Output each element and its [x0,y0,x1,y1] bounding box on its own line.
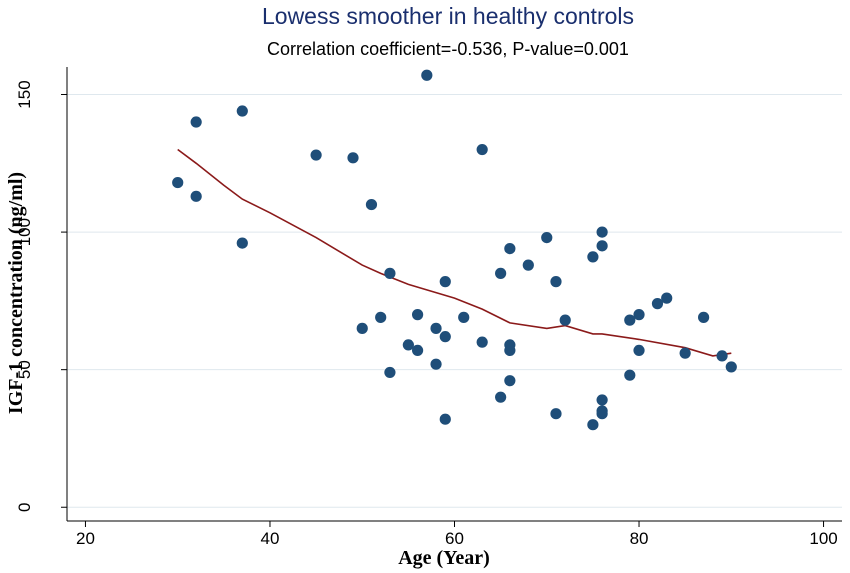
x-tick-label: 40 [261,529,280,548]
y-tick-label: 150 [15,80,34,108]
data-point [633,309,645,321]
x-tick-label: 80 [630,529,649,548]
data-point [439,413,451,425]
data-point [356,322,368,334]
lowess-smoother [177,148,732,357]
data-point [495,267,507,279]
data-point [725,361,737,373]
data-point [365,198,378,211]
x-axis-label: Age (Year) [398,547,490,569]
data-point [624,314,636,326]
data-point [596,226,608,238]
data-point [430,322,442,334]
data-point [476,336,488,348]
data-point [504,243,516,255]
data-point [504,375,516,387]
grid-lines [67,94,842,508]
data-point [559,314,571,326]
data-point [624,369,636,381]
data-point [384,366,396,379]
data-point [411,344,424,357]
data-point [504,344,516,357]
data-point [430,358,442,370]
data-point [190,116,202,128]
data-point [587,251,599,263]
data-point [522,259,534,271]
data-point [411,309,424,321]
data-point [633,344,645,357]
data-point [402,339,414,351]
data-point [458,311,470,323]
x-tick-label: 60 [445,529,464,548]
data-point [661,292,673,304]
data-point [698,311,710,323]
data-point [596,240,608,252]
chart-title: Lowess smoother in healthy controls [262,3,634,29]
data-point [495,391,507,403]
data-point [375,311,387,323]
data-point [541,231,553,244]
y-tick-label: 0 [15,503,34,512]
data-point [347,152,359,164]
data-point [716,350,728,362]
data-point [550,276,562,288]
data-point [476,143,488,156]
data-point [679,347,691,359]
data-point [190,190,202,202]
data-point [421,69,433,81]
scatter-points [172,69,737,431]
x-tick-label: 100 [809,529,837,548]
y-axis-label: IGF-1 concentration (ng/ml) [5,172,27,414]
data-point [596,408,608,420]
chart-subtitle: Correlation coefficient=-0.536, P-value=… [267,39,629,59]
smoother-line [177,148,732,357]
data-point [236,237,248,249]
data-point [236,105,248,117]
data-point [587,419,599,431]
data-point [439,331,451,343]
y-tick-label: 50 [15,360,34,379]
tick-marks: 0 50 100 150 20 40 60 80 100 [15,80,838,548]
y-tick-label: 100 [15,218,34,246]
data-point [550,408,562,420]
data-point [596,394,608,406]
data-point [651,298,664,310]
x-tick-label: 20 [76,529,95,548]
data-point [439,276,451,288]
data-point [310,149,322,161]
data-point [172,176,184,189]
data-point [384,267,396,279]
